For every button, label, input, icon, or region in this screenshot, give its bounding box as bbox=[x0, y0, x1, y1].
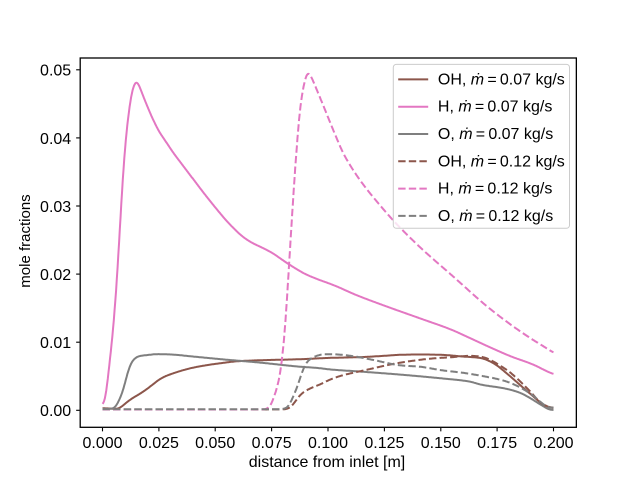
svg-text:0.075: 0.075 bbox=[252, 435, 292, 452]
svg-text:O, ṁ = 0.12 kg/s: O, ṁ = 0.12 kg/s bbox=[438, 208, 553, 225]
svg-text:OH, ṁ = 0.12 kg/s: OH, ṁ = 0.12 kg/s bbox=[438, 153, 565, 170]
svg-text:H, ṁ = 0.12 kg/s: H, ṁ = 0.12 kg/s bbox=[438, 181, 552, 198]
svg-text:H, ṁ = 0.07 kg/s: H, ṁ = 0.07 kg/s bbox=[438, 99, 552, 116]
svg-text:0.04: 0.04 bbox=[40, 131, 71, 148]
svg-text:O, ṁ = 0.07 kg/s: O, ṁ = 0.07 kg/s bbox=[438, 126, 553, 143]
svg-text:0.02: 0.02 bbox=[40, 267, 71, 284]
svg-text:0.125: 0.125 bbox=[364, 435, 404, 452]
svg-text:0.01: 0.01 bbox=[40, 335, 71, 352]
svg-text:0.025: 0.025 bbox=[139, 435, 179, 452]
svg-text:0.150: 0.150 bbox=[421, 435, 461, 452]
svg-text:0.05: 0.05 bbox=[40, 63, 71, 80]
svg-text:0.100: 0.100 bbox=[308, 435, 348, 452]
svg-text:distance from inlet [m]: distance from inlet [m] bbox=[249, 454, 406, 471]
svg-text:0.00: 0.00 bbox=[40, 403, 71, 420]
svg-text:0.03: 0.03 bbox=[40, 199, 71, 216]
svg-text:mole fractions: mole fractions bbox=[17, 194, 34, 287]
svg-text:0.200: 0.200 bbox=[533, 435, 573, 452]
svg-text:0.000: 0.000 bbox=[82, 435, 122, 452]
svg-text:0.175: 0.175 bbox=[477, 435, 517, 452]
svg-text:OH, ṁ = 0.07 kg/s: OH, ṁ = 0.07 kg/s bbox=[438, 71, 565, 88]
svg-text:0.050: 0.050 bbox=[195, 435, 235, 452]
